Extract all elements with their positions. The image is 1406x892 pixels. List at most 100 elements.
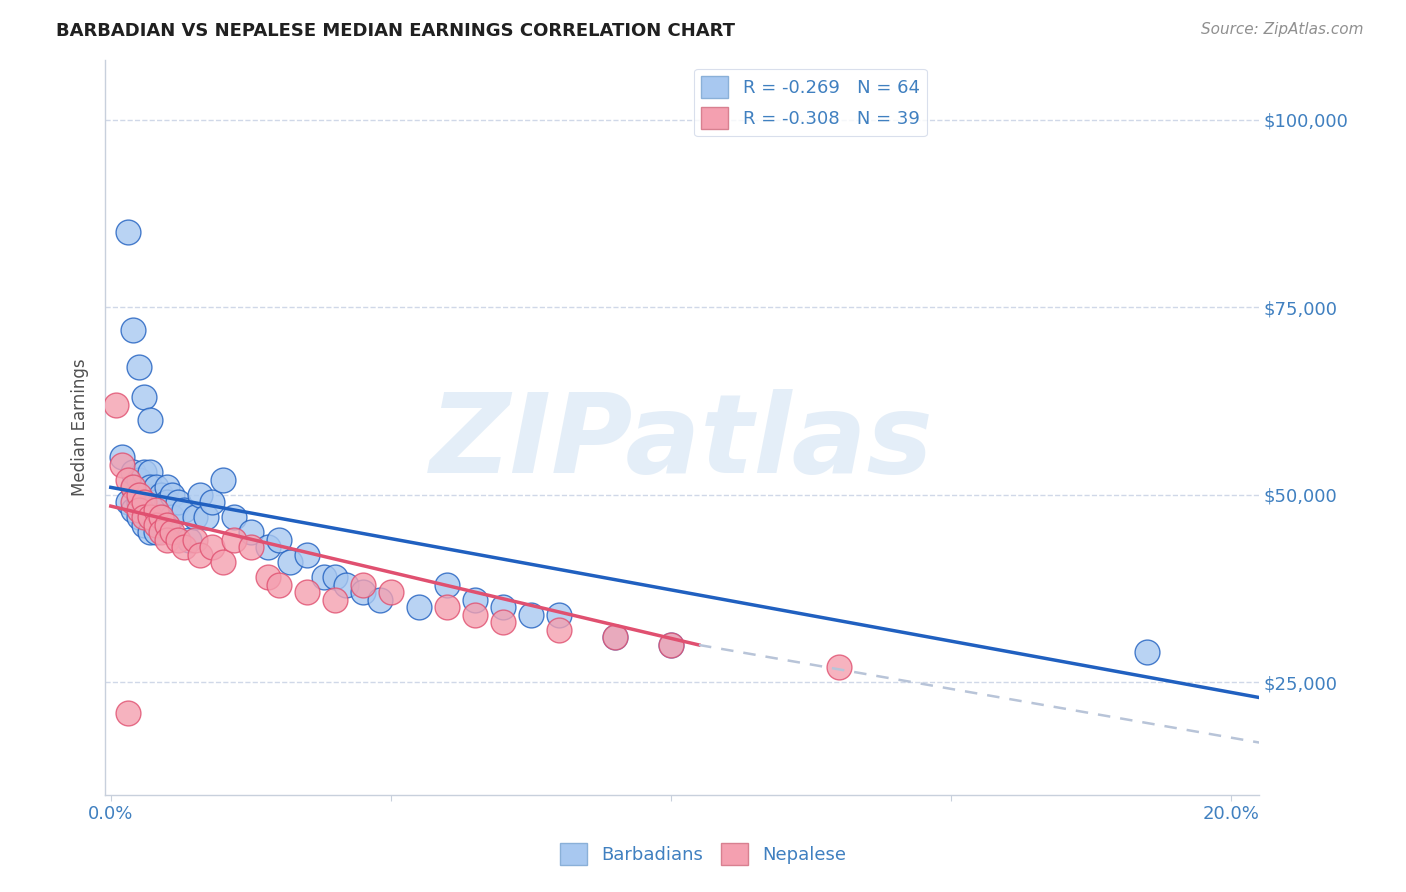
Point bbox=[492, 600, 515, 615]
Point bbox=[128, 488, 150, 502]
Point bbox=[134, 488, 156, 502]
Point bbox=[184, 510, 207, 524]
Point bbox=[139, 503, 162, 517]
Point bbox=[111, 458, 134, 472]
Point bbox=[267, 533, 290, 547]
Point bbox=[312, 570, 335, 584]
Point bbox=[603, 631, 626, 645]
Point bbox=[211, 473, 233, 487]
Point bbox=[139, 466, 162, 480]
Point bbox=[464, 607, 486, 622]
Point bbox=[267, 578, 290, 592]
Point bbox=[167, 495, 190, 509]
Point bbox=[162, 525, 184, 540]
Text: Source: ZipAtlas.com: Source: ZipAtlas.com bbox=[1201, 22, 1364, 37]
Point bbox=[122, 811, 145, 825]
Point bbox=[156, 517, 179, 532]
Point bbox=[256, 570, 278, 584]
Point bbox=[190, 548, 212, 562]
Point bbox=[128, 510, 150, 524]
Point bbox=[195, 510, 218, 524]
Point bbox=[150, 510, 173, 524]
Point bbox=[828, 660, 851, 674]
Point bbox=[156, 495, 179, 509]
Point bbox=[128, 473, 150, 487]
Point bbox=[122, 495, 145, 509]
Point bbox=[122, 480, 145, 494]
Point bbox=[117, 825, 139, 839]
Point bbox=[128, 803, 150, 817]
Point bbox=[323, 570, 346, 584]
Point bbox=[520, 607, 543, 622]
Point bbox=[134, 517, 156, 532]
Point bbox=[222, 533, 245, 547]
Point bbox=[128, 503, 150, 517]
Point bbox=[105, 398, 128, 412]
Point bbox=[1136, 645, 1159, 659]
Point bbox=[156, 517, 179, 532]
Point bbox=[278, 556, 301, 570]
Point bbox=[156, 533, 179, 547]
Point bbox=[117, 473, 139, 487]
Point bbox=[117, 495, 139, 509]
Point bbox=[548, 607, 571, 622]
Point bbox=[173, 541, 195, 555]
Point bbox=[134, 503, 156, 517]
Point bbox=[335, 578, 357, 592]
Point bbox=[295, 548, 318, 562]
Point bbox=[659, 638, 682, 652]
Point bbox=[239, 541, 262, 555]
Point bbox=[659, 638, 682, 652]
Point bbox=[239, 525, 262, 540]
Point bbox=[380, 585, 402, 599]
Text: ZIPatlas: ZIPatlas bbox=[430, 389, 934, 496]
Point bbox=[145, 525, 167, 540]
Point bbox=[150, 525, 173, 540]
Point bbox=[548, 623, 571, 637]
Point bbox=[436, 600, 458, 615]
Point bbox=[145, 503, 167, 517]
Point bbox=[139, 480, 162, 494]
Point bbox=[128, 488, 150, 502]
Legend: R = -0.269   N = 64, R = -0.308   N = 39: R = -0.269 N = 64, R = -0.308 N = 39 bbox=[695, 69, 927, 136]
Point bbox=[117, 225, 139, 239]
Point bbox=[603, 631, 626, 645]
Point bbox=[211, 556, 233, 570]
Point bbox=[145, 510, 167, 524]
Point bbox=[222, 510, 245, 524]
Point bbox=[145, 480, 167, 494]
Point bbox=[139, 510, 162, 524]
Legend: Barbadians, Nepalese: Barbadians, Nepalese bbox=[553, 836, 853, 872]
Point bbox=[201, 541, 224, 555]
Point bbox=[139, 525, 162, 540]
Point bbox=[128, 360, 150, 375]
Point bbox=[145, 495, 167, 509]
Point bbox=[167, 533, 190, 547]
Y-axis label: Median Earnings: Median Earnings bbox=[72, 359, 89, 496]
Point bbox=[111, 450, 134, 465]
Point bbox=[408, 600, 430, 615]
Text: BARBADIAN VS NEPALESE MEDIAN EARNINGS CORRELATION CHART: BARBADIAN VS NEPALESE MEDIAN EARNINGS CO… bbox=[56, 22, 735, 40]
Point bbox=[464, 593, 486, 607]
Point bbox=[256, 541, 278, 555]
Point bbox=[352, 578, 374, 592]
Point bbox=[117, 706, 139, 720]
Point bbox=[150, 488, 173, 502]
Point bbox=[173, 503, 195, 517]
Point bbox=[134, 390, 156, 404]
Point bbox=[145, 517, 167, 532]
Point bbox=[190, 488, 212, 502]
Point bbox=[201, 495, 224, 509]
Point bbox=[162, 510, 184, 524]
Point bbox=[179, 533, 201, 547]
Point bbox=[134, 495, 156, 509]
Point bbox=[139, 413, 162, 427]
Point bbox=[150, 510, 173, 524]
Point bbox=[134, 510, 156, 524]
Point bbox=[436, 578, 458, 592]
Point bbox=[323, 593, 346, 607]
Point bbox=[162, 488, 184, 502]
Point bbox=[492, 615, 515, 630]
Point bbox=[156, 480, 179, 494]
Point bbox=[122, 503, 145, 517]
